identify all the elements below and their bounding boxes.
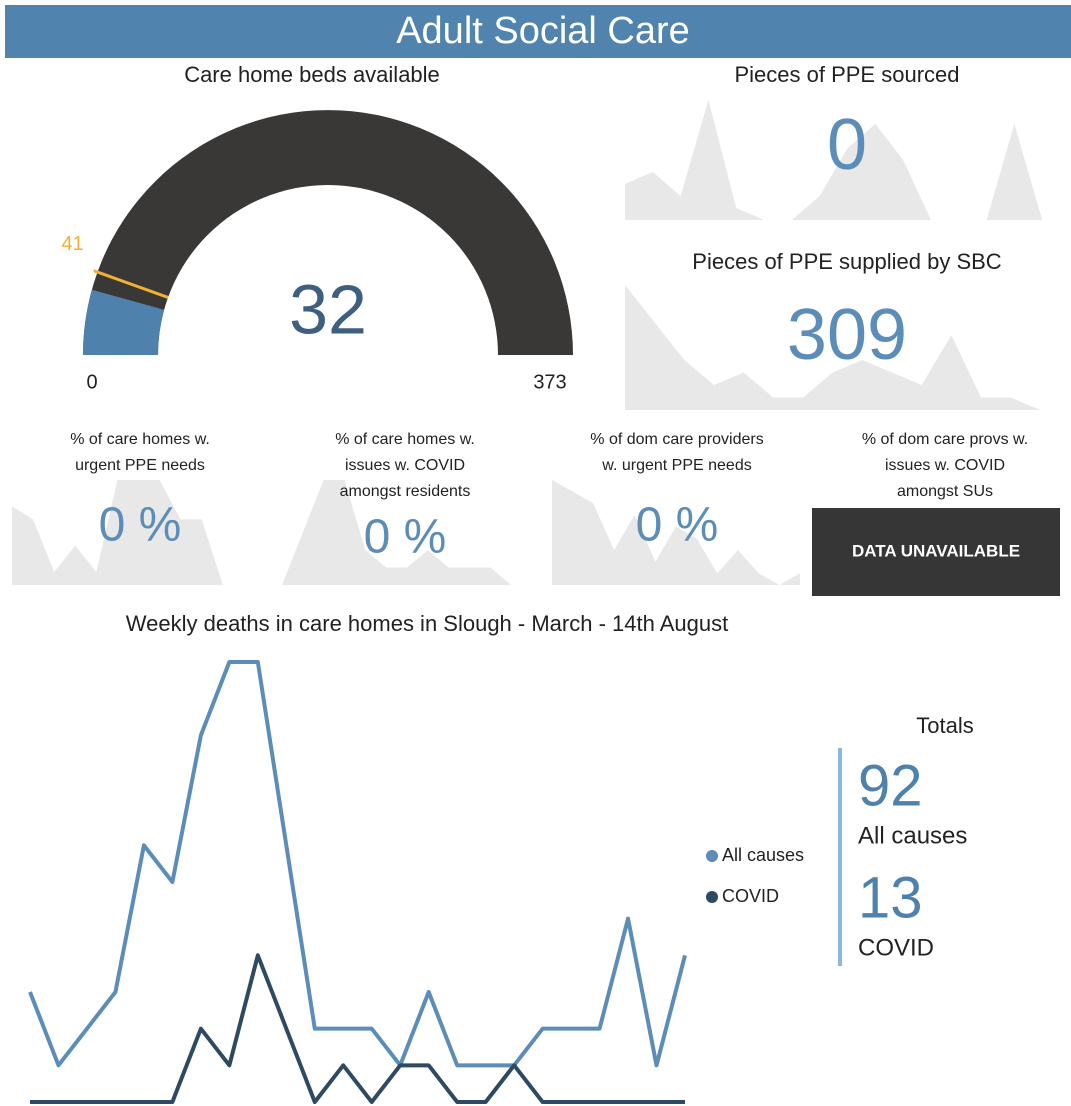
line-series bbox=[30, 953, 685, 1104]
kpi-title: urgent PPE needs bbox=[75, 457, 205, 474]
gauge-track bbox=[83, 110, 573, 355]
gauge-max-label: 373 bbox=[533, 371, 566, 393]
legend-marker bbox=[706, 891, 718, 903]
gauge-value-label: 32 bbox=[289, 270, 367, 348]
total-value: 92 bbox=[858, 753, 923, 818]
kpi-title: % of care homes w. bbox=[70, 431, 210, 448]
kpi-value: 309 bbox=[787, 295, 907, 375]
kpi-title: Pieces of PPE supplied by SBC bbox=[692, 249, 1001, 274]
kpi-title: amongst residents bbox=[340, 483, 471, 500]
chart-title: Weekly deaths in care homes in Slough - … bbox=[126, 611, 728, 636]
gauge-target bbox=[93, 269, 169, 299]
sparkline-area bbox=[12, 480, 265, 585]
kpi-title: % of dom care providers bbox=[590, 431, 763, 448]
total-value: 13 bbox=[858, 865, 923, 930]
kpi-title: amongst SUs bbox=[897, 483, 993, 500]
kpi-value: 0 % bbox=[99, 499, 182, 552]
kpi-title: % of care homes w. bbox=[335, 431, 475, 448]
totals-title: Totals bbox=[916, 713, 973, 738]
legend-label: COVID bbox=[722, 886, 779, 906]
sparkline-area bbox=[552, 480, 800, 585]
gauge-min-label: 0 bbox=[86, 371, 97, 393]
kpi-title: issues w. COVID bbox=[885, 457, 1005, 474]
gauge-target-label: 41 bbox=[61, 233, 83, 255]
total-label: All causes bbox=[858, 822, 967, 849]
sparkline-area bbox=[625, 285, 1070, 410]
kpi-title: % of dom care provs w. bbox=[862, 431, 1028, 448]
gauge-title: Care home beds available bbox=[184, 62, 440, 87]
gauge-value bbox=[83, 289, 165, 355]
kpi-value: 0 % bbox=[636, 499, 719, 552]
kpi-title: issues w. COVID bbox=[345, 457, 465, 474]
kpi-value: 0 % bbox=[364, 511, 447, 564]
sparkline-area bbox=[625, 100, 1070, 220]
line-series bbox=[28, 660, 687, 1068]
legend-label: All causes bbox=[722, 845, 804, 865]
unavailable-text: DATA UNAVAILABLE bbox=[852, 541, 1020, 560]
header-title: Adult Social Care bbox=[396, 10, 690, 52]
unavailable-box bbox=[812, 508, 1060, 596]
header-bar bbox=[5, 5, 1071, 58]
kpi-title: w. urgent PPE needs bbox=[601, 457, 751, 474]
legend-marker bbox=[706, 850, 718, 862]
sparkline-area bbox=[282, 480, 532, 585]
kpi-title: Pieces of PPE sourced bbox=[734, 62, 959, 87]
kpi-value: 0 bbox=[827, 105, 867, 185]
total-label: COVID bbox=[858, 934, 934, 961]
